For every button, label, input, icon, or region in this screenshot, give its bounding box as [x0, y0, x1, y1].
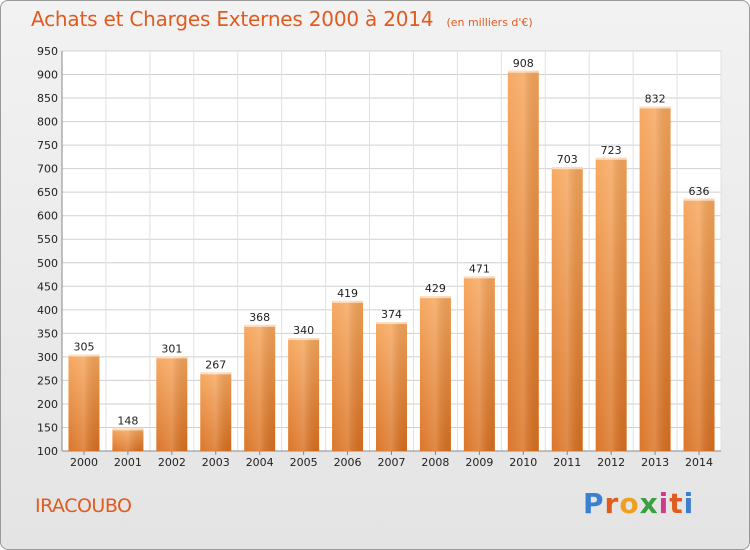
x-tick-label: 2010	[509, 456, 537, 469]
bar-shine	[200, 372, 232, 451]
y-tick-label: 500	[37, 257, 58, 270]
x-tick-label: 2009	[465, 456, 493, 469]
y-tick-label: 750	[37, 139, 58, 152]
value-label: 340	[293, 324, 314, 337]
y-tick-label: 950	[37, 45, 58, 58]
bar-shine	[419, 296, 451, 451]
x-tick-label: 2007	[378, 456, 406, 469]
logo-letter: i	[658, 487, 670, 520]
y-tick-label: 200	[37, 398, 58, 411]
x-tick-label: 2013	[641, 456, 669, 469]
y-tick-label: 400	[37, 304, 58, 317]
y-tick-label: 150	[37, 421, 58, 434]
x-tick-label: 2006	[334, 456, 362, 469]
bar-top-highlight	[376, 322, 407, 325]
value-label: 301	[161, 342, 182, 355]
y-tick-label: 350	[37, 327, 58, 340]
logo-letter: t	[669, 487, 684, 520]
y-tick-label: 100	[37, 445, 58, 458]
bar-shine	[376, 322, 407, 451]
proxiti-logo[interactable]: Proxiti	[583, 487, 694, 520]
y-tick-label: 800	[37, 116, 58, 129]
x-tick-label: 2004	[246, 456, 274, 469]
value-label: 419	[337, 287, 358, 300]
value-label: 471	[469, 262, 490, 275]
bar-shine	[332, 300, 364, 451]
x-tick-label: 2008	[421, 456, 449, 469]
logo-letter: o	[619, 487, 640, 520]
bar-top-highlight	[112, 428, 144, 431]
bar-top-highlight	[463, 276, 495, 279]
bar-shine	[112, 428, 144, 451]
bar-top-highlight	[551, 167, 583, 170]
y-tick-label: 850	[37, 92, 58, 105]
x-tick-label: 2003	[202, 456, 230, 469]
bar-top-highlight	[595, 157, 627, 160]
chart-subtitle: (en milliers d'€)	[446, 16, 533, 29]
bar-top-highlight	[156, 356, 188, 359]
value-label: 636	[689, 185, 710, 198]
bar-top-highlight	[507, 70, 539, 73]
logo-letter: x	[639, 487, 659, 520]
value-label: 429	[425, 282, 446, 295]
value-label: 908	[513, 57, 534, 70]
bar-top-highlight	[68, 354, 100, 357]
y-tick-label: 700	[37, 163, 58, 176]
y-tick-label: 600	[37, 210, 58, 223]
value-label: 148	[117, 414, 138, 427]
commune-name: IRACOUBO	[35, 495, 132, 517]
value-label: 832	[645, 93, 666, 106]
bar-shine	[595, 157, 627, 451]
value-label: 723	[601, 144, 622, 157]
x-tick-label: 2000	[70, 456, 98, 469]
x-tick-label: 2012	[597, 456, 625, 469]
value-label: 374	[381, 308, 402, 321]
bar-top-highlight	[639, 106, 671, 109]
y-tick-label: 450	[37, 280, 58, 293]
x-tick-label: 2014	[685, 456, 713, 469]
title-row: Achats et Charges Externes 2000 à 2014 (…	[31, 7, 533, 31]
bar-shine	[244, 324, 276, 451]
bar-shine	[683, 198, 715, 451]
bar-top-highlight	[200, 372, 232, 375]
x-tick-label: 2001	[114, 456, 142, 469]
bar-shine	[288, 338, 320, 451]
bar-top-highlight	[244, 324, 276, 327]
y-tick-label: 900	[37, 69, 58, 82]
y-tick-label: 550	[37, 233, 58, 246]
y-tick-label: 250	[37, 374, 58, 387]
y-tick-label: 300	[37, 351, 58, 364]
bar-shine	[156, 356, 188, 451]
value-label: 368	[249, 311, 270, 324]
bar-shine	[507, 70, 539, 451]
logo-letter: r	[604, 487, 620, 520]
bar-top-highlight	[419, 296, 451, 299]
value-label: 703	[557, 153, 578, 166]
value-label: 267	[205, 358, 226, 371]
value-label: 305	[73, 341, 94, 354]
bar-shine	[551, 167, 583, 451]
logo-letter: P	[583, 487, 605, 520]
y-tick-label: 650	[37, 186, 58, 199]
logo-letter: i	[683, 487, 695, 520]
bar-shine	[463, 276, 495, 451]
x-tick-label: 2011	[553, 456, 581, 469]
bar-top-highlight	[288, 338, 320, 341]
x-tick-label: 2002	[158, 456, 186, 469]
chart-title: Achats et Charges Externes 2000 à 2014	[31, 7, 434, 31]
bar-top-highlight	[332, 300, 364, 303]
bar-shine	[639, 106, 671, 451]
x-tick-label: 2005	[290, 456, 318, 469]
bar-top-highlight	[683, 198, 715, 201]
bar-shine	[68, 354, 100, 451]
